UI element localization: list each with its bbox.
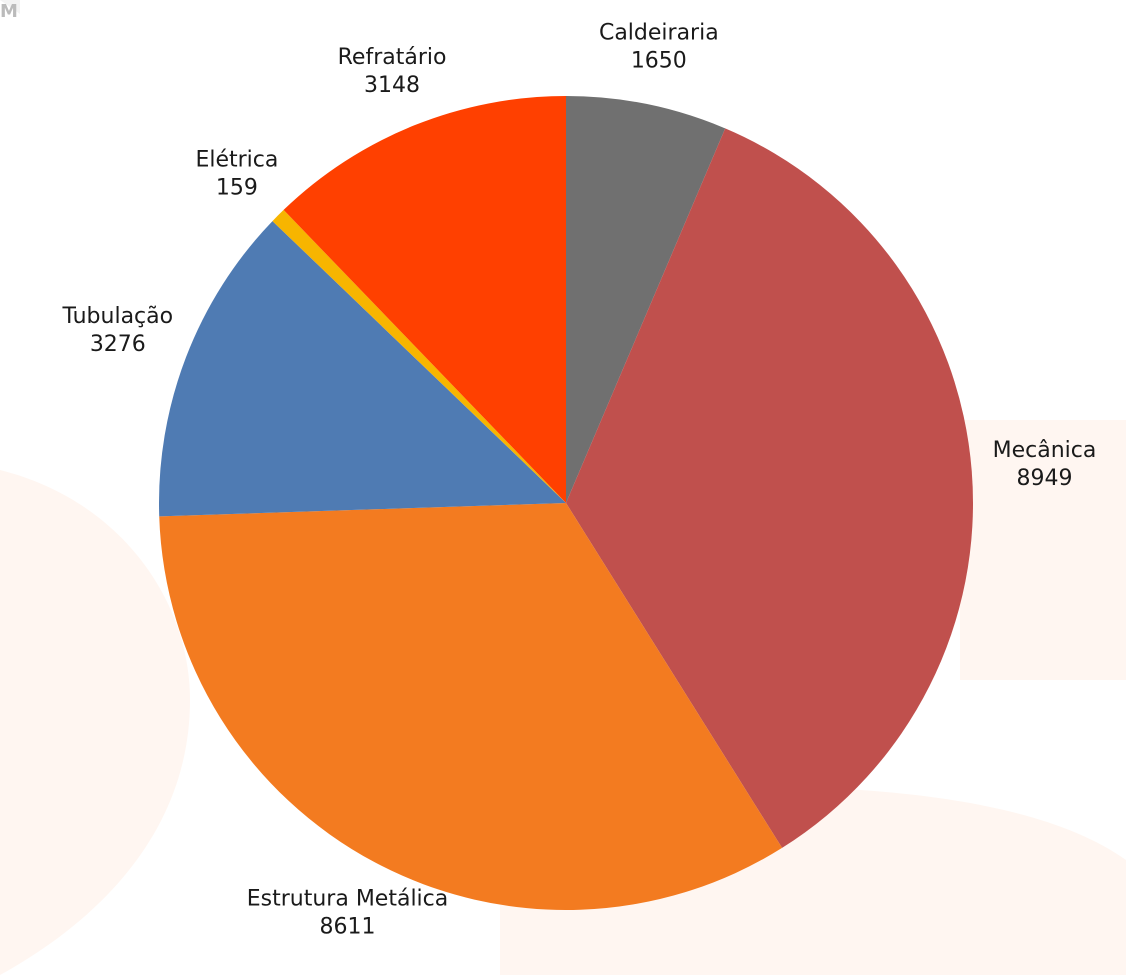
slice-label: Estrutura Metálica [247,886,449,911]
slice-value: 3276 [90,332,146,357]
slice-value: 159 [216,175,258,200]
pie [159,96,973,910]
pie-slice [283,96,566,503]
pie-slice [566,96,726,503]
labels: Caldeiraria 1650 Mecânica 8949 Estrutura Met… [62,20,1097,939]
pie-slice [566,128,973,848]
slice-label: Refratário [338,45,447,70]
pie-slice [272,209,566,504]
slice-label: Caldeiraria [599,20,719,45]
slice-value: 3148 [364,73,420,98]
pie-slice [159,503,783,910]
pie-slice [159,221,567,517]
slice-value: 8611 [320,914,376,939]
slice-label: Elétrica [195,147,278,172]
slice-value: 8949 [1017,466,1073,491]
slice-label: Mecânica [993,438,1097,463]
slice-label: Tubulação [62,304,174,329]
logo: M [0,1,18,22]
slice-value: 1650 [631,48,687,73]
